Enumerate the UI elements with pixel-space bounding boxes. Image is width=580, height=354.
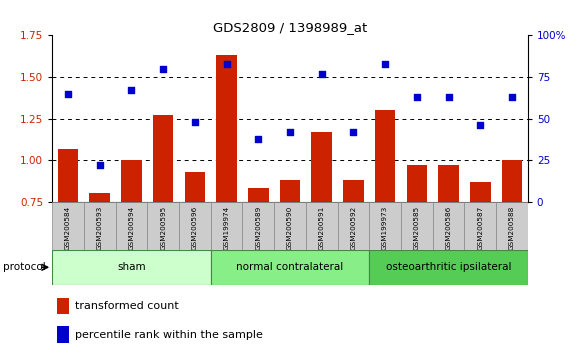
Bar <box>343 180 364 202</box>
Point <box>127 87 136 93</box>
Bar <box>211 250 369 285</box>
Point <box>95 162 104 168</box>
Text: GSM200584: GSM200584 <box>65 206 71 250</box>
Point <box>476 122 485 128</box>
Bar <box>52 250 211 285</box>
Text: GSM200590: GSM200590 <box>287 206 293 250</box>
Bar <box>57 326 69 343</box>
Bar <box>433 202 465 250</box>
Point <box>158 66 168 72</box>
Text: GSM199973: GSM199973 <box>382 206 388 250</box>
Text: osteoarthritic ipsilateral: osteoarthritic ipsilateral <box>386 262 512 272</box>
Bar <box>89 193 110 202</box>
Bar <box>502 160 522 202</box>
Bar <box>470 182 491 202</box>
Text: GSM200585: GSM200585 <box>414 206 420 250</box>
Text: normal contralateral: normal contralateral <box>237 262 343 272</box>
Point <box>349 129 358 135</box>
Text: GSM200591: GSM200591 <box>318 206 325 250</box>
Bar <box>369 202 401 250</box>
Bar <box>306 202 338 250</box>
Bar <box>121 160 142 202</box>
Bar <box>184 172 205 202</box>
Text: GSM200593: GSM200593 <box>97 206 103 250</box>
Text: GSM200586: GSM200586 <box>445 206 452 250</box>
Bar <box>311 132 332 202</box>
Text: percentile rank within the sample: percentile rank within the sample <box>75 330 263 340</box>
Text: GSM200596: GSM200596 <box>192 206 198 250</box>
Text: sham: sham <box>117 262 146 272</box>
Bar <box>496 202 528 250</box>
Bar <box>147 202 179 250</box>
Bar <box>153 115 173 202</box>
Point <box>412 94 422 100</box>
Bar <box>274 202 306 250</box>
Point <box>285 129 295 135</box>
Bar <box>248 188 269 202</box>
Point <box>508 94 517 100</box>
Point <box>190 119 200 125</box>
Bar <box>115 202 147 250</box>
Text: GSM200587: GSM200587 <box>477 206 483 250</box>
Point <box>222 61 231 67</box>
Bar <box>369 250 528 285</box>
Bar <box>216 55 237 202</box>
Point <box>380 61 390 67</box>
Bar <box>375 110 396 202</box>
Bar <box>338 202 369 250</box>
Text: protocol: protocol <box>3 262 46 272</box>
Bar <box>465 202 496 250</box>
Bar <box>401 202 433 250</box>
Point <box>317 71 327 76</box>
Bar <box>407 165 427 202</box>
Bar <box>84 202 115 250</box>
Bar <box>57 297 69 314</box>
Text: GSM199974: GSM199974 <box>223 206 230 250</box>
Bar <box>52 202 84 250</box>
Text: GSM200588: GSM200588 <box>509 206 515 250</box>
Bar <box>438 165 459 202</box>
Text: GSM200592: GSM200592 <box>350 206 357 250</box>
Bar <box>242 202 274 250</box>
Bar <box>179 202 211 250</box>
Text: transformed count: transformed count <box>75 301 179 311</box>
Bar <box>58 149 78 202</box>
Title: GDS2809 / 1398989_at: GDS2809 / 1398989_at <box>213 21 367 34</box>
Text: GSM200595: GSM200595 <box>160 206 166 250</box>
Bar <box>211 202 242 250</box>
Text: GSM200594: GSM200594 <box>128 206 135 250</box>
Bar <box>280 180 300 202</box>
Point <box>63 91 72 97</box>
Point <box>444 94 453 100</box>
Point <box>253 136 263 141</box>
Text: GSM200589: GSM200589 <box>255 206 262 250</box>
